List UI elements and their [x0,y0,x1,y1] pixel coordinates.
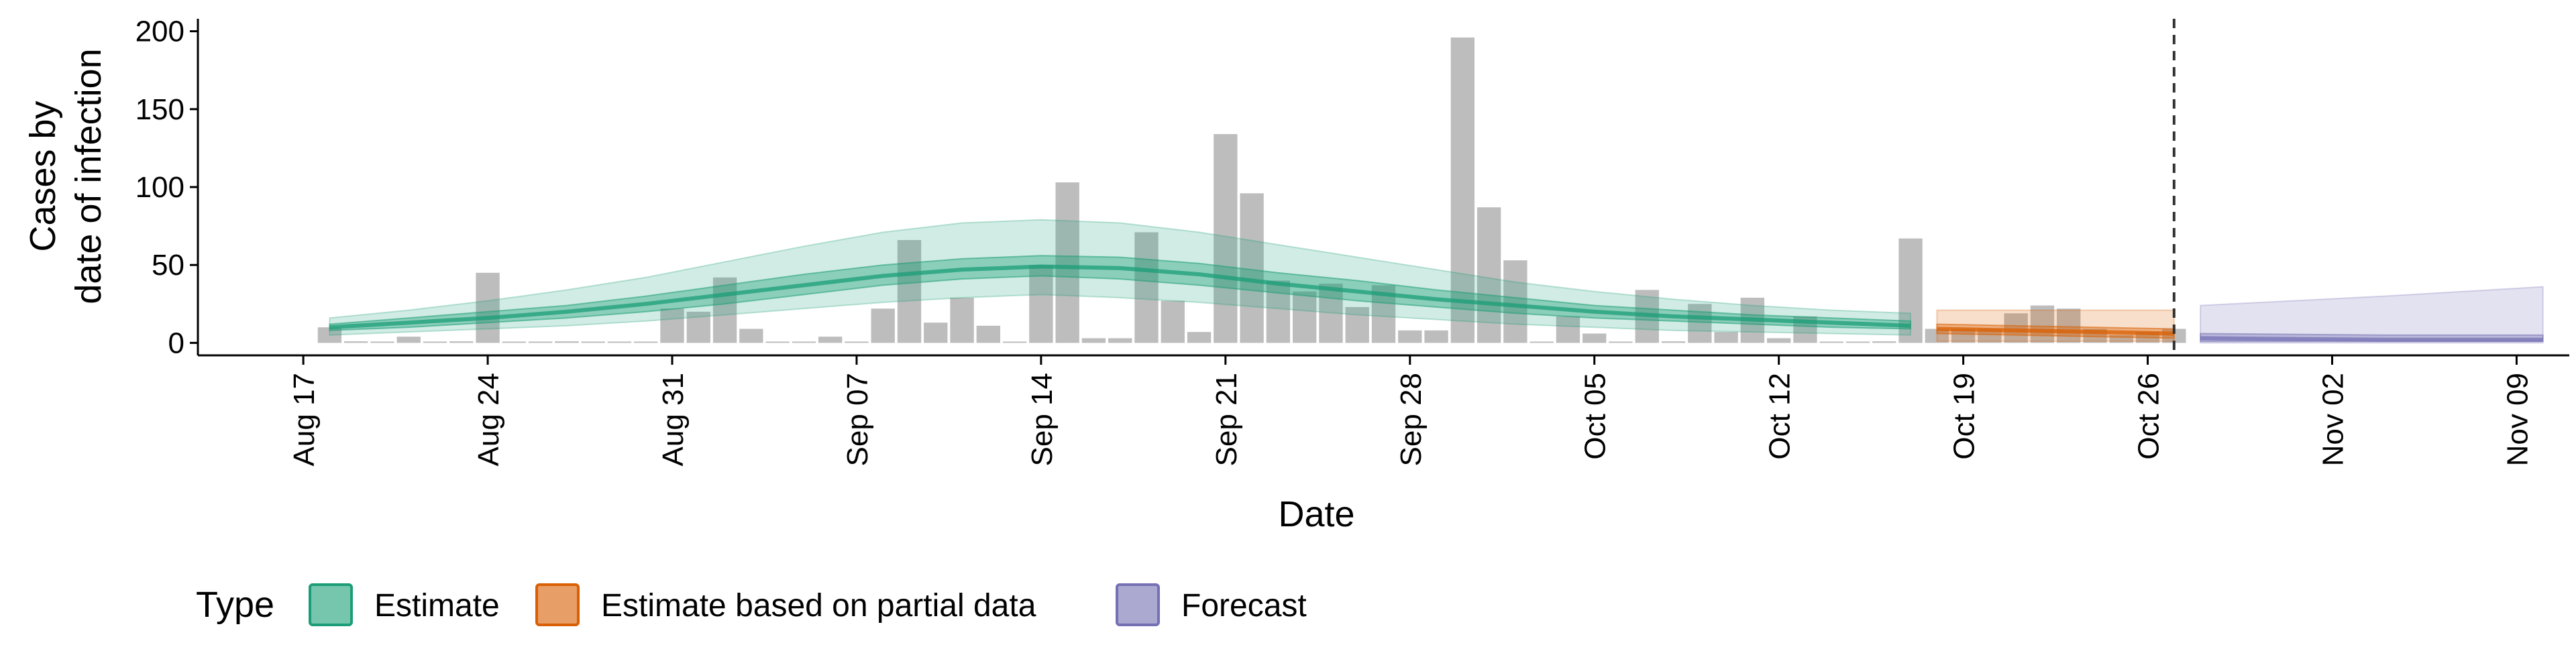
forecast-band-90 [2200,286,2544,344]
legend-label-3: Forecast [1181,588,1307,624]
forecast-median-line [2200,336,2543,342]
x-tick-label: Nov 02 [2317,373,2350,466]
case-bar [871,308,895,343]
y-tick-label: 50 [152,249,184,282]
case-bar [423,341,447,343]
case-bar [2057,308,2081,343]
y-axis-title-line-1: Cases by [23,101,63,251]
y-tick-label: 0 [168,327,184,359]
case-bar [1002,341,1027,343]
case-bar [2004,313,2028,343]
case-bar [1609,341,1633,343]
case-bar [712,277,737,343]
case-bar [1187,332,1212,343]
case-bar [581,341,605,343]
x-tick-label: Oct 26 [2133,373,2165,460]
y-tick-label: 200 [136,15,184,48]
case-bar [897,240,922,343]
case-bar [396,337,421,343]
case-bar [502,341,527,343]
case-bar [1503,260,1527,343]
case-bar [739,329,763,343]
case-bar [1688,304,1712,343]
case-bar [1978,329,2002,343]
case-bar [555,341,579,343]
x-tick-label: Aug 24 [472,373,505,466]
case-bar [845,341,869,343]
partial-median-line [1937,327,2174,336]
x-tick-label: Aug 17 [288,373,321,466]
case-bar [1714,332,1738,343]
case-bar [818,337,843,343]
case-bar [686,311,710,343]
case-bar [1398,330,1422,343]
case-bar [1029,265,1053,343]
case-bar [1292,291,1317,343]
y-axis-title-line-2: date of infection [68,48,109,304]
legend-label-2: Estimate based on partial data [601,588,1036,624]
case-bar [476,272,500,343]
case-bar [1214,133,1238,343]
case-bar [1345,306,1369,343]
case-bar [1081,338,1106,343]
case-bar [1529,341,1554,343]
y-tick-label: 100 [136,171,184,204]
case-bar [1766,338,1791,343]
case-bar [1556,316,1580,343]
estimate-band-50 [329,255,1912,331]
y-tick-label: 150 [136,93,184,126]
case-bar [1925,329,1949,343]
x-tick-label: Oct 12 [1764,373,1796,460]
case-bar [765,341,790,343]
x-tick-label: Sep 07 [841,373,874,466]
x-tick-label: Aug 31 [657,373,690,466]
x-tick-label: Sep 28 [1395,373,1428,466]
legend-title: Type [196,585,274,625]
case-bar [1161,300,1185,343]
x-tick-label: Oct 19 [1948,373,1981,460]
case-bar [607,341,632,343]
partial-estimate-series [1936,309,2175,343]
case-bar [950,298,974,343]
legend-key-1 [309,583,353,626]
case-bar [1582,333,1607,343]
case-bar [449,341,474,343]
case-bar [1477,207,1501,343]
case-bar [976,325,1001,343]
case-bar [1319,284,1343,343]
case-bar [528,341,553,343]
estimate-median-line [329,264,1911,330]
legend-key-2 [535,583,580,626]
x-axis-title: Date [1278,494,1354,534]
case-bar [1661,341,1686,343]
case-bar [660,308,684,343]
case-bar [1134,232,1159,343]
estimate-series [329,219,1912,336]
x-tick-label: Nov 09 [2501,373,2534,466]
x-tick-label: Sep 14 [1026,373,1059,466]
case-bar [317,327,342,343]
case-bar [2030,305,2055,343]
case-bar [1951,329,1976,343]
legend-key-3 [1116,583,1160,626]
case-bar [370,341,394,343]
forecast-series [2200,286,2544,344]
x-tick-label: Oct 05 [1579,373,1612,460]
case-bar [1819,341,1843,343]
legend-label-1: Estimate [374,588,500,624]
case-bar [2109,335,2133,343]
case-bar [634,341,658,343]
case-bar [792,341,816,343]
case-bar [1055,182,1079,343]
case-bar [924,322,948,343]
case-bar [343,341,368,343]
case-bar [1424,330,1448,343]
x-tick-label: Sep 21 [1210,373,1243,466]
case-bar [1108,338,1132,343]
case-bar [1266,280,1291,343]
case-bar [1845,341,1870,343]
case-bar [1872,341,1896,343]
